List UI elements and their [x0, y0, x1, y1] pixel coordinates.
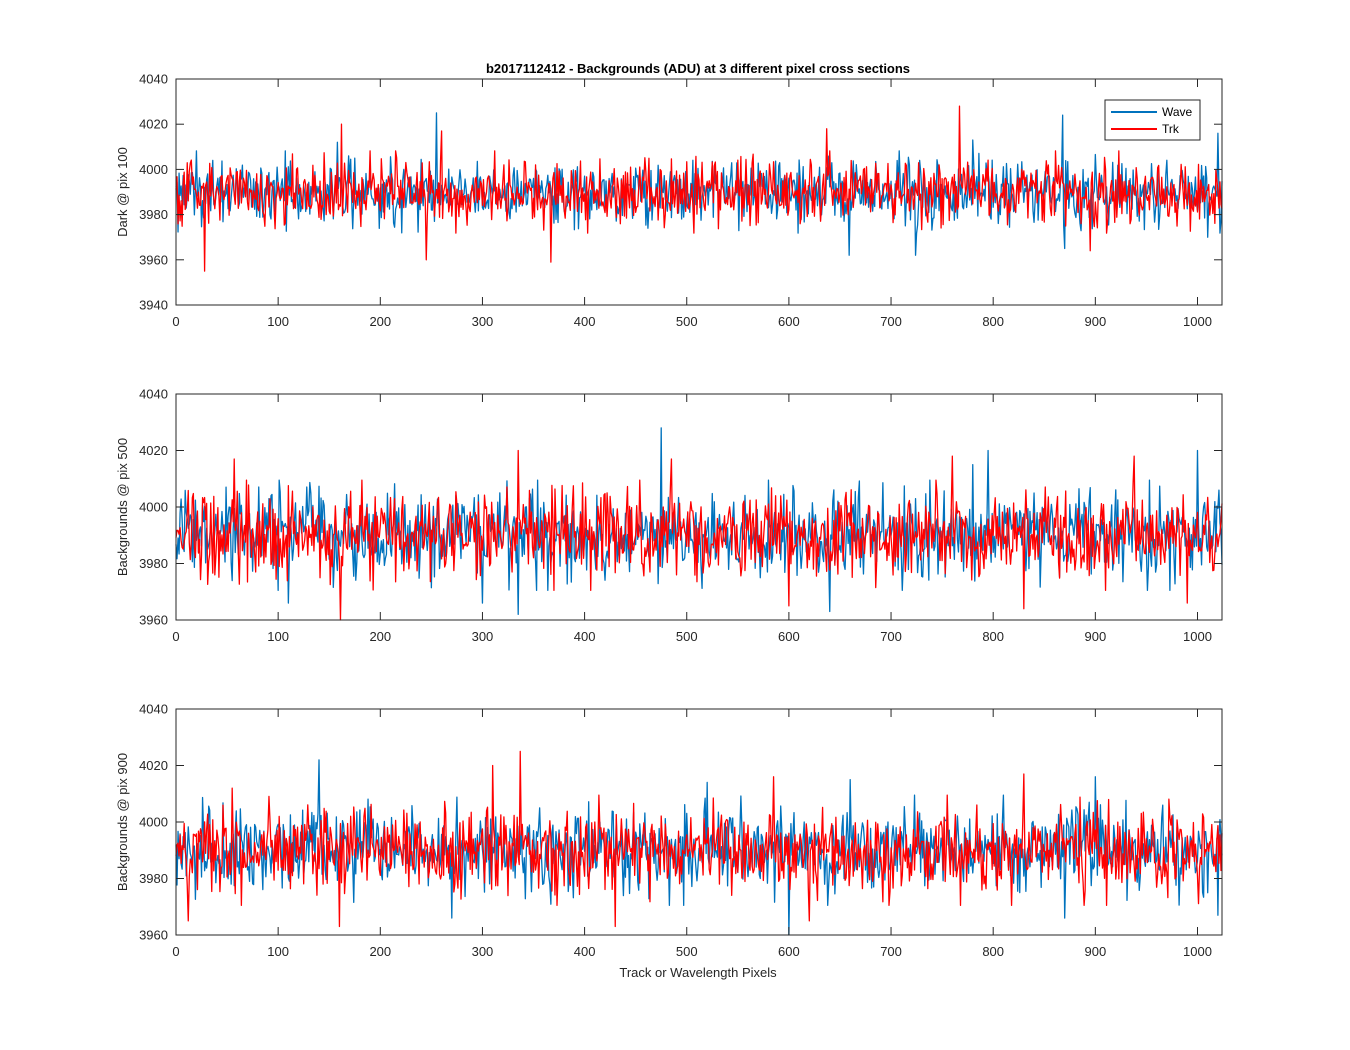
x-tick-label: 1000 [1183, 944, 1212, 959]
x-tick-label: 600 [778, 314, 800, 329]
x-tick-label: 900 [1084, 629, 1106, 644]
x-tick-label: 200 [369, 944, 391, 959]
series-group-2 [175, 427, 1223, 621]
x-tick-label: 500 [676, 944, 698, 959]
x-tick-label: 300 [472, 629, 494, 644]
series-line-trk-2 [175, 449, 1223, 621]
legend-box [1104, 99, 1201, 141]
x-ticks-1: 0 100 200 300 400 500 600 700 800 900 1000 [172, 79, 1212, 329]
y-tick-label: 3940 [139, 298, 168, 313]
y-tick-label: 4040 [139, 702, 168, 717]
x-tick-label: 0 [172, 314, 179, 329]
x-tick-label: 300 [472, 314, 494, 329]
panel-dark-pix-100: 3940 3960 3980 4000 4020 4040 0 100 200 300 400 50… [115, 72, 1223, 329]
y-tick-label: 3960 [139, 928, 168, 943]
y-tick-label: 3980 [139, 556, 168, 571]
series-line-trk-3 [175, 750, 1223, 928]
x-tick-label: 100 [267, 944, 289, 959]
y-axis-label-3: Backgrounds @ pix 900 [115, 753, 130, 891]
x-tick-label: 300 [472, 944, 494, 959]
series-line-wave-1 [175, 112, 1223, 256]
y-tick-label: 3980 [139, 207, 168, 222]
x-tick-label: 500 [676, 314, 698, 329]
x-tick-label: 500 [676, 629, 698, 644]
x-tick-label: 1000 [1183, 629, 1212, 644]
x-tick-label: 100 [267, 314, 289, 329]
y-tick-label: 3960 [139, 613, 168, 628]
x-tick-label: 200 [369, 629, 391, 644]
y-tick-label: 4000 [139, 815, 168, 830]
legend-label-trk: Trk [1162, 122, 1180, 136]
x-tick-label: 100 [267, 629, 289, 644]
x-tick-label: 0 [172, 944, 179, 959]
axes-box-1 [175, 78, 1223, 306]
x-tick-label: 900 [1084, 944, 1106, 959]
x-ticks-3: 0 100 200 300 400 500 600 700 800 900 1000 [172, 709, 1212, 959]
x-ticks-2: 0 100 200 300 400 500 600 700 800 900 1000 [172, 394, 1212, 644]
series-line-wave-2 [175, 427, 1223, 615]
series-group-1 [175, 105, 1223, 272]
x-tick-label: 600 [778, 629, 800, 644]
x-tick-label: 700 [880, 629, 902, 644]
x-tick-label: 1000 [1183, 314, 1212, 329]
series-line-trk-1 [175, 105, 1223, 272]
panel-backgrounds-pix-500: 3960 3980 4000 4020 4040 0 100 200 300 400 500 600… [115, 387, 1223, 644]
legend[interactable]: Wave Trk [1104, 99, 1201, 141]
y-tick-label: 4000 [139, 162, 168, 177]
x-tick-label: 0 [172, 629, 179, 644]
chart-title: b2017112412 - Backgrounds (ADU) at 3 dif… [486, 61, 910, 76]
x-tick-label: 400 [574, 944, 596, 959]
x-tick-label: 700 [880, 314, 902, 329]
y-tick-label: 4040 [139, 72, 168, 87]
y-tick-label: 4040 [139, 387, 168, 402]
y-tick-label: 3980 [139, 871, 168, 886]
x-tick-label: 900 [1084, 314, 1106, 329]
y-axis-label-2: Backgrounds @ pix 500 [115, 438, 130, 576]
x-axis-label: Track or Wavelength Pixels [619, 965, 777, 980]
y-axis-label-1: Dark @ pix 100 [115, 147, 130, 237]
x-tick-label: 700 [880, 944, 902, 959]
series-group-3 [175, 750, 1223, 936]
y-tick-label: 4020 [139, 117, 168, 132]
y-tick-label: 4000 [139, 500, 168, 515]
x-tick-label: 600 [778, 944, 800, 959]
y-ticks-1: 3940 3960 3980 4000 4020 4040 [139, 72, 1222, 313]
legend-label-wave: Wave [1162, 105, 1193, 119]
y-ticks-3: 3960 3980 4000 4020 4040 [139, 702, 1222, 943]
x-tick-label: 800 [982, 314, 1004, 329]
y-tick-label: 3960 [139, 252, 168, 267]
y-ticks-2: 3960 3980 4000 4020 4040 [139, 387, 1222, 628]
x-tick-label: 400 [574, 629, 596, 644]
y-tick-label: 4020 [139, 758, 168, 773]
x-tick-label: 800 [982, 629, 1004, 644]
y-tick-label: 4020 [139, 443, 168, 458]
x-tick-label: 800 [982, 944, 1004, 959]
panel-backgrounds-pix-900: 3960 3980 4000 4020 4040 0 100 200 300 400 500 600… [115, 702, 1223, 959]
x-tick-label: 400 [574, 314, 596, 329]
x-tick-label: 200 [369, 314, 391, 329]
